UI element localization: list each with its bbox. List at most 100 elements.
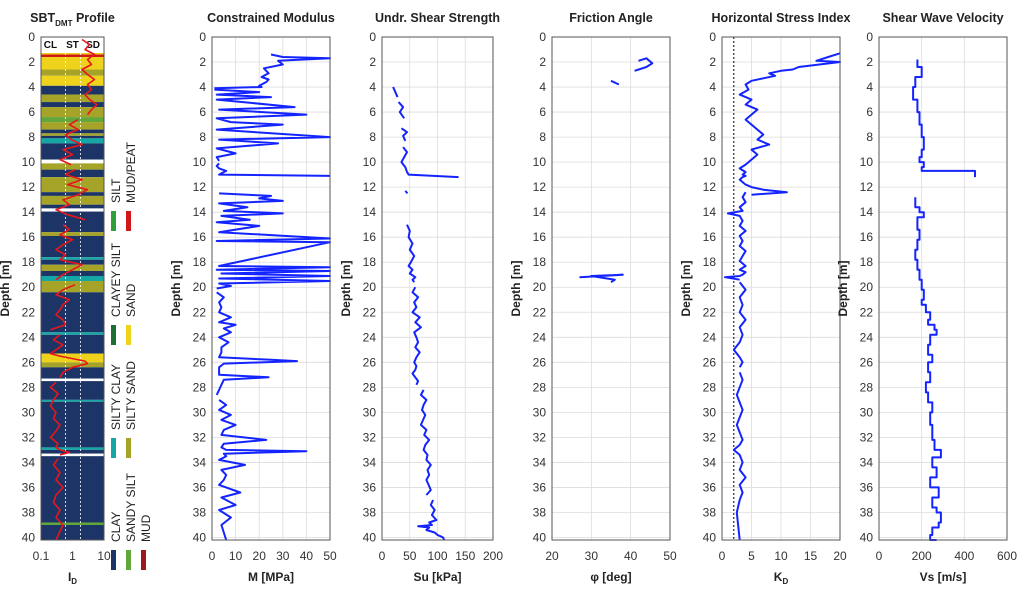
x-tick-label: 40 bbox=[624, 549, 638, 563]
x-tick-label: 150 bbox=[455, 549, 475, 563]
data-series-1 bbox=[914, 197, 942, 541]
y-tick-label: 2 bbox=[369, 55, 376, 69]
soil-layer bbox=[41, 133, 104, 136]
x-tick-label: 10 bbox=[97, 549, 111, 563]
y-tick-label: 6 bbox=[709, 105, 716, 119]
soil-layer bbox=[41, 208, 104, 212]
y-tick-label: 16 bbox=[22, 230, 36, 244]
y-tick-label: 40 bbox=[860, 530, 874, 544]
x-tick-label: 50 bbox=[403, 549, 417, 563]
data-series-0 bbox=[634, 57, 654, 72]
y-tick-label: 32 bbox=[860, 430, 874, 444]
data-series-2 bbox=[400, 127, 408, 142]
y-tick-label: 30 bbox=[860, 405, 874, 419]
x-axis-label: Su [kPa] bbox=[413, 570, 461, 584]
y-tick-label: 34 bbox=[193, 455, 207, 469]
y-tick-label: 16 bbox=[533, 230, 547, 244]
soil-layer bbox=[41, 275, 104, 281]
x-axis-label: ID bbox=[68, 570, 77, 586]
soil-layer bbox=[41, 449, 104, 454]
y-tick-label: 36 bbox=[22, 480, 36, 494]
y-tick-label: 8 bbox=[28, 130, 35, 144]
y-tick-label: 18 bbox=[860, 255, 874, 269]
legend-swatch bbox=[141, 550, 146, 570]
y-tick-label: 4 bbox=[28, 80, 35, 94]
soil-layer bbox=[41, 362, 104, 368]
soil-layer bbox=[41, 332, 104, 335]
chart-title: Friction Angle bbox=[569, 11, 653, 25]
x-tick-label: 200 bbox=[912, 549, 932, 563]
y-tick-label: 40 bbox=[22, 530, 36, 544]
y-tick-label: 6 bbox=[539, 105, 546, 119]
y-tick-label: 28 bbox=[193, 380, 207, 394]
chart-title: SBTDMT Profile bbox=[30, 11, 115, 28]
soil-layer bbox=[41, 102, 104, 108]
soil-layer bbox=[41, 177, 104, 193]
y-tick-label: 22 bbox=[860, 305, 874, 319]
soil-layer bbox=[41, 211, 104, 233]
panel-horizontal-stress-index: Horizontal Stress Index02468101214161820… bbox=[679, 11, 851, 586]
data-series-6 bbox=[411, 286, 422, 386]
y-tick-label: 26 bbox=[860, 355, 874, 369]
y-tick-label: 8 bbox=[369, 130, 376, 144]
x-tick-label: 0 bbox=[379, 549, 386, 563]
x-axis-label: M [MPa] bbox=[248, 570, 294, 584]
y-tick-label: 20 bbox=[703, 280, 717, 294]
y-tick-label: 16 bbox=[193, 230, 207, 244]
y-tick-label: 10 bbox=[533, 155, 547, 169]
x-tick-label: 10 bbox=[229, 549, 243, 563]
y-tick-label: 0 bbox=[28, 30, 35, 44]
soil-layer bbox=[41, 169, 104, 178]
y-tick-label: 14 bbox=[22, 205, 36, 219]
y-axis-label: Depth [m] bbox=[0, 261, 12, 317]
data-series-0 bbox=[214, 53, 331, 90]
legend-label: CLAYEY SILT bbox=[109, 242, 123, 317]
y-tick-label: 34 bbox=[363, 455, 377, 469]
y-tick-label: 0 bbox=[866, 30, 873, 44]
y-tick-label: 12 bbox=[533, 180, 547, 194]
data-series-2 bbox=[55, 168, 89, 221]
soil-layer bbox=[41, 163, 104, 170]
data-series-6 bbox=[49, 381, 71, 456]
y-tick-label: 28 bbox=[533, 380, 547, 394]
y-tick-label: 2 bbox=[709, 55, 716, 69]
x-tick-label: 50 bbox=[663, 549, 677, 563]
soil-layer bbox=[41, 57, 104, 70]
y-tick-label: 14 bbox=[363, 205, 377, 219]
y-tick-label: 28 bbox=[860, 380, 874, 394]
y-tick-label: 38 bbox=[533, 505, 547, 519]
x-tick-label: 100 bbox=[427, 549, 447, 563]
panel-shear-wave-velocity: Shear Wave Velocity024681012141618202224… bbox=[836, 11, 1017, 584]
legend-swatch bbox=[126, 325, 131, 345]
y-tick-label: 38 bbox=[703, 505, 717, 519]
y-tick-label: 12 bbox=[363, 180, 377, 194]
y-tick-label: 16 bbox=[363, 230, 377, 244]
y-tick-label: 30 bbox=[193, 405, 207, 419]
soil-layer bbox=[41, 522, 104, 525]
data-series-3 bbox=[55, 224, 83, 281]
y-tick-label: 6 bbox=[199, 105, 206, 119]
y-tick-label: 4 bbox=[866, 80, 873, 94]
panel-friction-angle: Friction Angle02468101214161820222426283… bbox=[509, 11, 677, 584]
y-tick-label: 38 bbox=[860, 505, 874, 519]
x-tick-label: 600 bbox=[997, 549, 1017, 563]
y-tick-label: 0 bbox=[199, 30, 206, 44]
soil-layer bbox=[41, 117, 104, 123]
y-tick-label: 8 bbox=[199, 130, 206, 144]
y-tick-label: 20 bbox=[22, 280, 36, 294]
y-tick-label: 24 bbox=[533, 330, 547, 344]
y-tick-label: 36 bbox=[193, 480, 207, 494]
soil-layer bbox=[41, 270, 104, 276]
plot-frame bbox=[211, 36, 331, 541]
legend-swatch bbox=[111, 325, 116, 345]
y-tick-label: 26 bbox=[533, 355, 547, 369]
y-tick-label: 24 bbox=[193, 330, 207, 344]
x-tick-label: 50 bbox=[323, 549, 337, 563]
y-tick-label: 12 bbox=[193, 180, 207, 194]
y-tick-label: 40 bbox=[193, 530, 207, 544]
soil-layer bbox=[41, 107, 104, 118]
y-tick-label: 36 bbox=[363, 480, 377, 494]
chart-title: Shear Wave Velocity bbox=[882, 11, 1003, 25]
data-series-5 bbox=[49, 334, 89, 378]
